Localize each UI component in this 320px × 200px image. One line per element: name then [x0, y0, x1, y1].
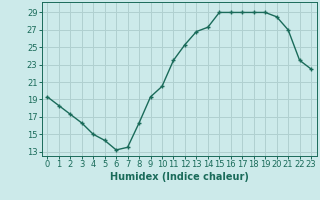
X-axis label: Humidex (Indice chaleur): Humidex (Indice chaleur) [110, 172, 249, 182]
